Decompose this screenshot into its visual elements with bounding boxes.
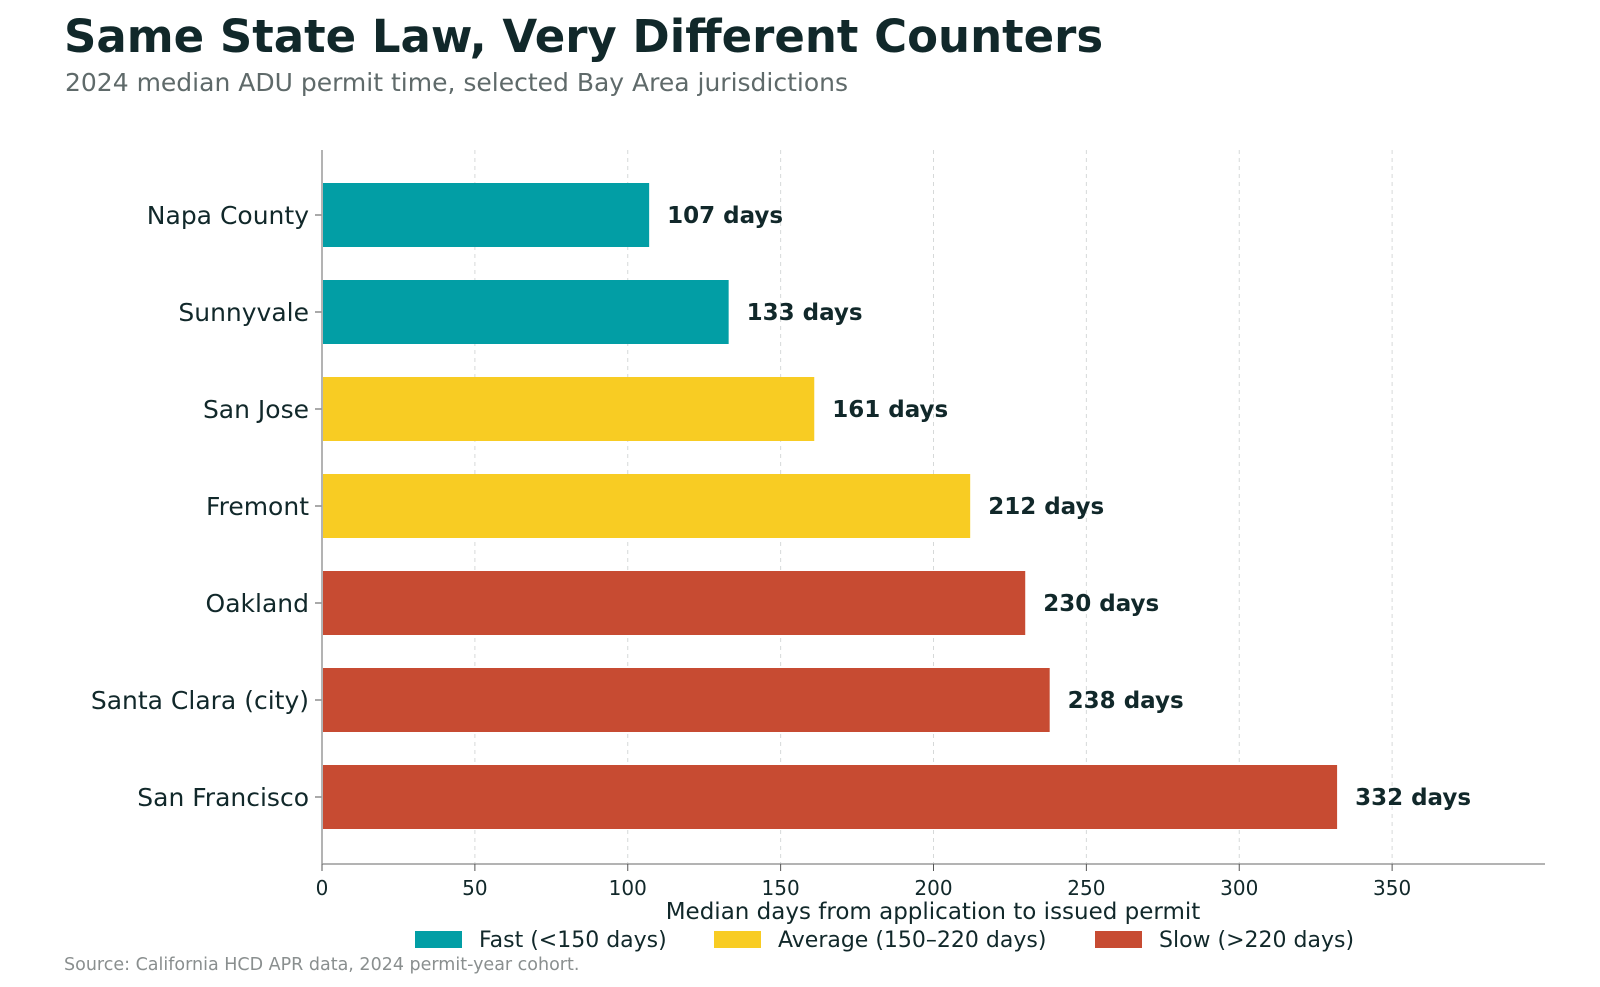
x-tick-label: 200 [914,876,952,900]
y-tick-label: San Francisco [137,783,309,812]
bar-value-label: 107 days [667,203,783,229]
x-tick-label: 50 [462,876,487,900]
legend-swatch [415,931,462,948]
legend-swatch [1095,931,1142,948]
x-tick-label: 300 [1220,876,1258,900]
y-tick-label: Fremont [206,492,309,521]
gridlines [474,150,1393,864]
legend-label: Average (150–220 days) [778,928,1046,953]
bar-value-label: 161 days [832,397,948,423]
axes: Napa County Sunnyvale San Jose Fremont Oakla… [91,150,1545,900]
x-tick-label: 150 [762,876,800,900]
bar [323,377,815,441]
bar [323,668,1050,732]
y-tick-label: Oakland [206,589,309,618]
y-tick-label: Napa County [147,201,309,230]
bar-value-label: 230 days [1043,591,1159,617]
x-tick-label: 100 [609,876,647,900]
y-tick-label: Santa Clara (city) [91,686,309,715]
bar [323,765,1338,829]
x-tick-label: 0 [316,876,329,900]
legend-label: Fast (<150 days) [479,928,667,953]
bar-value-label: 238 days [1068,688,1184,714]
bar [323,183,650,247]
bar-value-label: 212 days [988,494,1104,520]
legend-label: Slow (>220 days) [1159,928,1354,953]
bar [323,280,729,344]
bar-value-label: 332 days [1355,785,1471,811]
legend-swatch [714,931,761,948]
source-note: Source: California HCD APR data, 2024 pe… [64,955,580,975]
bar [323,474,971,538]
x-tick-label: 350 [1373,876,1411,900]
chart-title: Same State Law, Very Different Counters [64,10,1104,63]
y-tick-label: Sunnyvale [178,298,309,327]
legend: Fast (<150 days) Average (150–220 days) Sl… [415,928,1354,953]
chart-subtitle: 2024 median ADU permit time, selected Ba… [65,68,849,97]
bar-value-label: 133 days [747,300,863,326]
bars: 107 days 133 days 161 days 212 days 230 days… [323,183,1471,829]
x-tick-label: 250 [1067,876,1105,900]
bar [323,571,1026,635]
y-tick-label: San Jose [203,395,309,424]
x-axis-label: Median days from application to issued p… [666,899,1201,925]
